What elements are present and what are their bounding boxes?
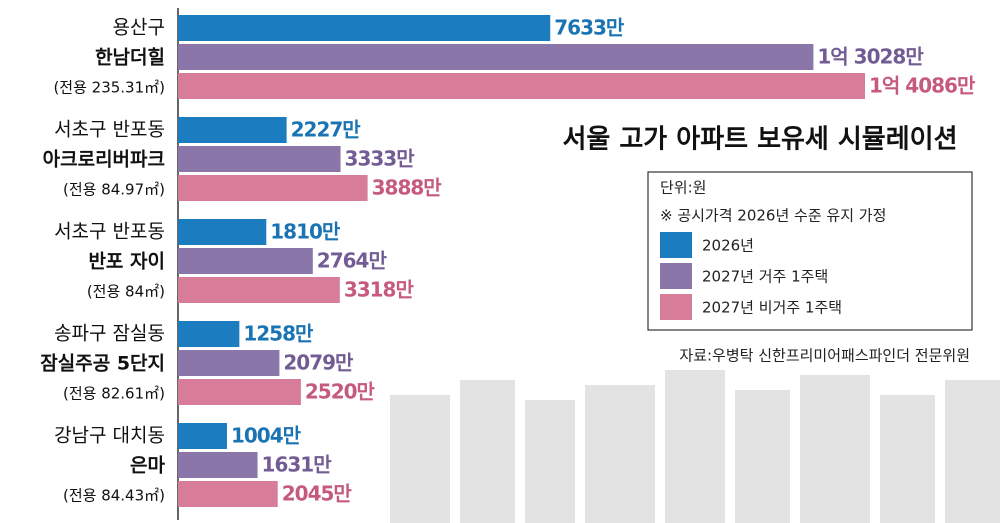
chart-title: 서울 고가 아파트 보유세 시뮬레이션 <box>562 125 957 155</box>
background-buildings <box>390 370 1000 523</box>
category-label: 잠실주공 5단지 <box>40 353 165 375</box>
source: 자료:우병탁 신한프리미어패스파인더 전문위원 <box>679 347 970 365</box>
legend-swatch <box>660 294 692 320</box>
value-label: 1258만 <box>243 322 314 346</box>
legend-swatch <box>660 232 692 258</box>
category-label: 서초구 반포동 <box>54 221 165 243</box>
legend-label: 2027년 거주 1주택 <box>702 268 828 286</box>
category-label: 반포 자이 <box>88 251 165 273</box>
bar <box>178 219 267 245</box>
value-label: 2079만 <box>283 351 354 375</box>
category-label: 은마 <box>130 455 165 477</box>
bar <box>178 277 340 303</box>
bar <box>178 44 814 70</box>
unit-label: 단위:원 <box>660 179 706 197</box>
bar <box>178 73 865 99</box>
category-label: 서초구 반포동 <box>54 119 165 141</box>
value-label: 1억 4086만 <box>869 74 976 98</box>
value-label: 3318만 <box>344 278 415 302</box>
bar <box>178 452 258 478</box>
value-label: 7633만 <box>554 16 625 40</box>
category-label: 용산구 <box>113 17 165 39</box>
category-label: (전용 235.31㎡) <box>53 79 165 97</box>
category-label: 한남더힐 <box>95 46 165 69</box>
bar <box>178 423 227 449</box>
category-label: (전용 84㎡) <box>87 283 165 301</box>
value-label: 2520만 <box>305 380 376 404</box>
bar <box>178 117 287 143</box>
bar <box>178 379 301 405</box>
category-label: 송파구 잠실동 <box>54 323 165 345</box>
value-label: 2764만 <box>317 249 388 273</box>
bar <box>178 15 551 41</box>
value-label: 1004만 <box>231 424 302 448</box>
bar <box>178 175 368 201</box>
category-label: (전용 82.61㎡) <box>63 385 165 403</box>
value-label: 1억 3028만 <box>817 45 924 69</box>
category-label: (전용 84.97㎡) <box>63 181 165 199</box>
bar <box>178 248 313 274</box>
legend-box <box>647 171 973 331</box>
note: ※ 공시가격 2026년 수준 유지 가정 <box>660 207 886 225</box>
bar <box>178 321 240 347</box>
bar <box>178 481 278 507</box>
value-label: 3333만 <box>345 147 416 171</box>
category-label: 강남구 대치동 <box>54 425 165 447</box>
legend-swatch <box>660 263 692 289</box>
value-label: 2227만 <box>291 118 362 142</box>
bar <box>178 146 341 172</box>
bar <box>178 350 280 376</box>
legend-label: 2027년 비거주 1주택 <box>702 299 842 317</box>
value-label: 1631만 <box>262 453 333 477</box>
value-label: 1810만 <box>270 220 341 244</box>
value-label: 2045만 <box>282 482 353 506</box>
legend-label: 2026년 <box>702 237 754 255</box>
category-label: 아크로리버파크 <box>43 149 165 171</box>
category-label: (전용 84.43㎡) <box>63 487 165 505</box>
value-label: 3888만 <box>372 176 443 200</box>
